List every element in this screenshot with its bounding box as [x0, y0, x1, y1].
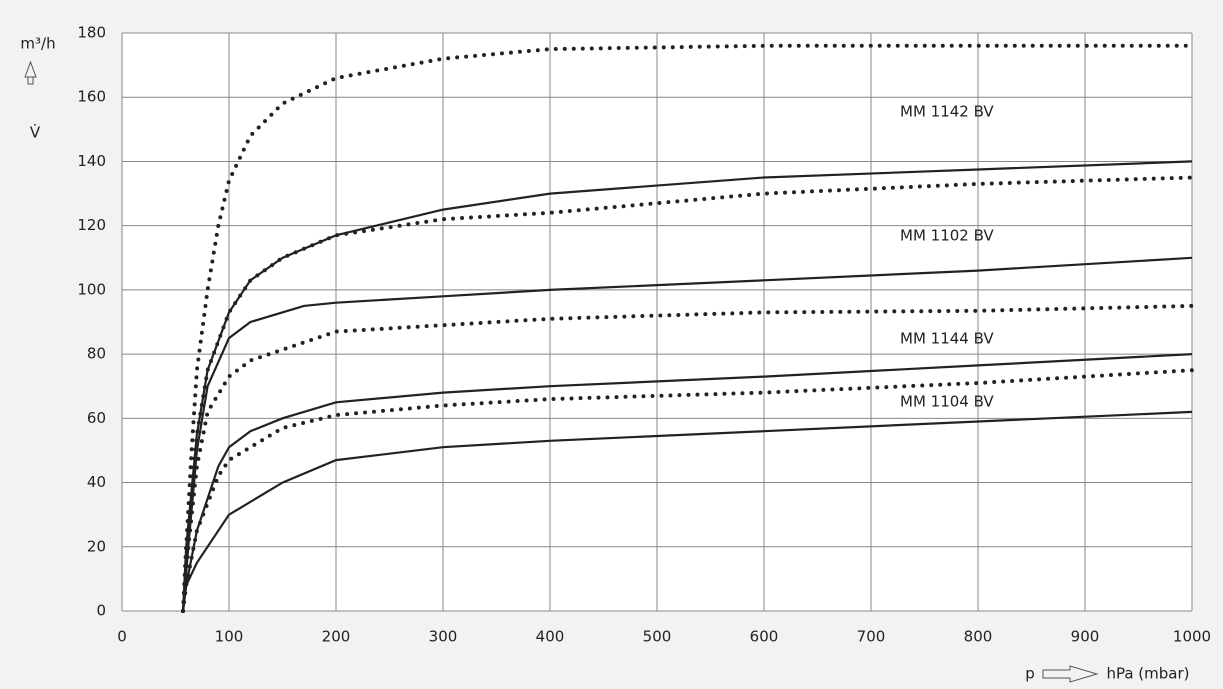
- series-line: [181, 256, 1193, 612]
- y-tick-label: 60: [87, 409, 106, 427]
- series-annotation: MM 1144 BV: [900, 330, 994, 348]
- x-tick-label: 100: [215, 628, 244, 646]
- x-tick-label: 900: [1071, 628, 1100, 646]
- series-line: [181, 368, 1194, 613]
- series-line: [181, 43, 1194, 613]
- y-tick-label: 0: [96, 602, 106, 620]
- x-tick-label: 500: [643, 628, 672, 646]
- x-tick-label: 0: [117, 628, 127, 646]
- x-tick-label: 200: [322, 628, 351, 646]
- y-arrow: [24, 60, 37, 85]
- y-tick-label: 140: [77, 152, 106, 170]
- x-tick-label: 300: [429, 628, 458, 646]
- series-line: [181, 303, 1194, 613]
- series-annotation: MM 1104 BV: [900, 393, 994, 411]
- y-tick-label: 40: [87, 473, 106, 491]
- series-annotation: MM 1142 BV: [900, 103, 994, 121]
- series-line: [181, 160, 1193, 612]
- y-tick-label: 100: [77, 280, 106, 298]
- x-tick-label: 1000: [1173, 628, 1211, 646]
- y-tick-label: 160: [77, 88, 106, 106]
- series-line: [181, 410, 1193, 612]
- y-tick-label: 80: [87, 345, 106, 363]
- x-arrow: [1042, 665, 1099, 683]
- x-tick-label: 400: [536, 628, 565, 646]
- y-axis-label: m³/h: [20, 35, 55, 53]
- y-tick-label: 120: [77, 216, 106, 234]
- y-tick-label: 180: [77, 24, 106, 42]
- x-axis-label: hPa (mbar): [1106, 665, 1189, 683]
- x-symbol: p: [1025, 665, 1035, 683]
- y-symbol: V̇: [30, 123, 41, 142]
- x-tick-label: 800: [964, 628, 993, 646]
- x-tick-label: 700: [857, 628, 886, 646]
- y-tick-label: 20: [87, 537, 106, 555]
- x-tick-label: 600: [750, 628, 779, 646]
- series-annotation: MM 1102 BV: [900, 227, 994, 245]
